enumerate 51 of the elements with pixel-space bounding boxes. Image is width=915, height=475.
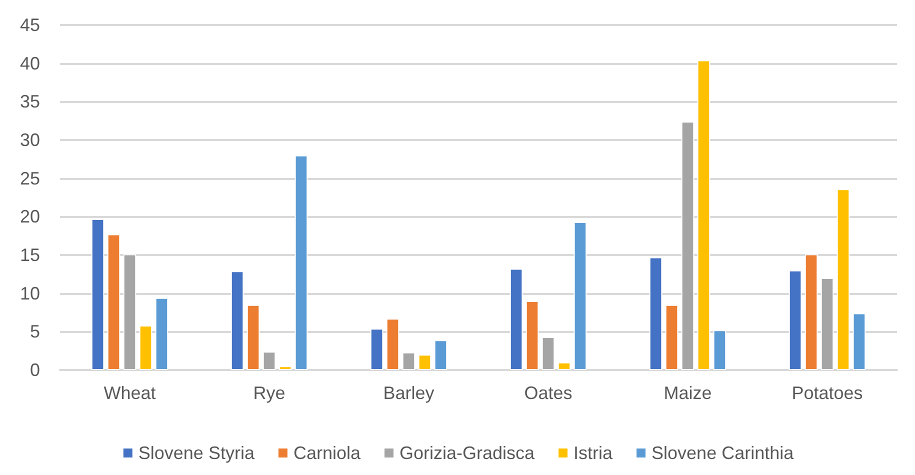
y-tick-label: 30 [20, 130, 40, 150]
bar [278, 366, 292, 370]
legend-label: Slovene Styria [138, 443, 256, 463]
y-tick-label: 20 [20, 206, 40, 227]
y-tick-label: 10 [20, 283, 40, 304]
bar [91, 218, 104, 370]
y-tick-label: 15 [20, 245, 40, 265]
bar [230, 271, 244, 370]
x-tick-label: Barley [383, 383, 434, 403]
bar [139, 326, 152, 370]
x-tick-label: Maize [664, 383, 712, 403]
bar [294, 155, 308, 370]
bar [418, 354, 432, 370]
bar [434, 340, 448, 370]
bar [402, 352, 416, 370]
x-tick-label: Potatoes [792, 383, 863, 403]
y-tick-label: 25 [20, 168, 40, 188]
bar [649, 257, 662, 370]
bar [262, 352, 276, 370]
legend-label: Carniola [293, 443, 362, 463]
bar [510, 268, 523, 370]
bar [370, 328, 384, 370]
bar [526, 301, 539, 370]
bar [123, 254, 136, 370]
x-tick-label: Oates [524, 383, 572, 403]
y-tick-label: 35 [20, 92, 40, 112]
bar [804, 254, 818, 370]
bar [386, 318, 400, 370]
x-tick-label: Rye [253, 383, 286, 403]
bar [558, 362, 571, 370]
y-tick-label: 45 [20, 15, 40, 35]
y-tick-label: 0 [30, 360, 40, 380]
legend-label: Gorizia-Gradisca [399, 443, 536, 463]
legend-label: Slovene Carinthia [652, 443, 795, 463]
bar [542, 337, 555, 370]
bar [697, 60, 710, 370]
bar [107, 234, 120, 370]
bar [836, 189, 850, 370]
bar [574, 222, 587, 370]
bar [155, 298, 168, 370]
x-tick-label: Wheat [104, 383, 156, 403]
bar [788, 270, 802, 370]
legend-label: Istria [574, 443, 614, 463]
bar [665, 304, 678, 370]
bar [820, 278, 834, 370]
bar [681, 122, 694, 370]
bar [713, 330, 726, 370]
bar [852, 313, 866, 370]
bar [246, 304, 260, 370]
y-tick-label: 40 [20, 53, 40, 74]
y-tick-label: 5 [30, 322, 40, 342]
